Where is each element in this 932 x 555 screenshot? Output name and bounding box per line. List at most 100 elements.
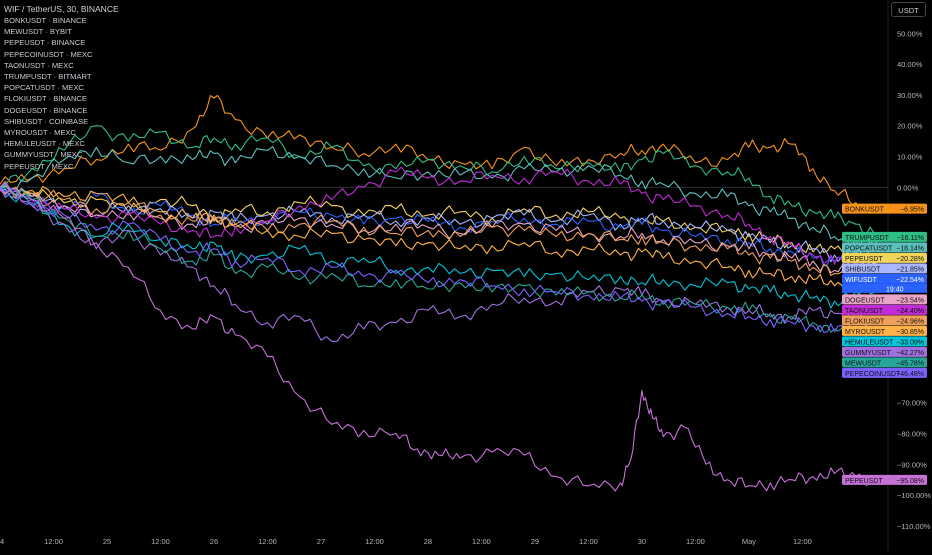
badge-background	[842, 294, 927, 305]
legend-item: PEPECOINUSDT · MEXC	[4, 49, 93, 59]
x-tick-label: 12:00	[151, 537, 170, 546]
badge-background	[842, 203, 927, 214]
series-line	[0, 188, 878, 263]
y-tick-label: −70.00%	[897, 399, 927, 408]
countdown-timer: 19:40	[886, 286, 904, 293]
badge-background	[842, 346, 927, 357]
last-value-badge: SHIBUSDT −21.85%	[842, 263, 927, 274]
legend-item: TRUMPUSDT · BITMART	[4, 72, 92, 82]
series-line	[0, 183, 878, 335]
last-value-badge: TRUMPUSDT −16.11%	[842, 231, 927, 242]
badge-value: −33.09%	[896, 339, 924, 346]
last-value-badge: PEPEUSDT −95.08%	[842, 474, 927, 485]
series-line	[0, 187, 878, 267]
x-tick-label: 24	[0, 537, 4, 546]
badge-background	[842, 357, 927, 368]
badge-symbol: SHIBUSDT	[845, 266, 881, 273]
badge-symbol: GUMMYUSDT	[845, 350, 892, 357]
legend-item: DOGEUSDT · BINANCE	[4, 105, 88, 115]
series-line	[0, 186, 878, 337]
badge-background	[842, 325, 927, 336]
last-value-badge: MEWUSDT −45.78%	[842, 357, 927, 368]
last-value-badge: WIFUSDT −22.54% 19:40	[842, 273, 927, 293]
chart-title: WIF / TetherUS, 30, BINANCE	[4, 4, 119, 14]
last-value-badge: BONKUSDT −6.95%	[842, 203, 927, 214]
series-line	[0, 94, 878, 214]
last-value-badge: MYROUSDT −30.85%	[842, 325, 927, 336]
x-tick-label: 12:00	[44, 537, 63, 546]
x-tick-label: 12:00	[793, 537, 812, 546]
x-tick-label: 12:00	[472, 537, 491, 546]
series-line	[0, 187, 878, 342]
series-line	[0, 166, 878, 268]
badge-value: −23.54%	[896, 297, 924, 304]
y-tick-label: −100.00%	[897, 491, 931, 500]
badge-value: −18.14%	[896, 245, 924, 252]
last-value-badge: GUMMYUSDT −42.27%	[842, 346, 927, 357]
badge-symbol: MEWUSDT	[845, 360, 882, 367]
symbol-legend: BONKUSDT · BINANCE MEWUSDT · BYBIT PEPEUSD…	[4, 15, 92, 172]
badge-background	[842, 304, 927, 315]
badge-symbol: PEPEUSDT	[845, 256, 883, 263]
y-tick-label: 10.00%	[897, 153, 923, 162]
legend-item: GUMMYUSDT · MEXC	[4, 150, 83, 160]
badge-value: −95.08%	[896, 478, 924, 485]
badge-value: −24.40%	[896, 308, 924, 315]
last-value-badge: DOGEUSDT −23.54%	[842, 294, 927, 305]
x-tick-label: 26	[210, 537, 218, 546]
legend-item: TAONUSDT · MEXC	[4, 60, 74, 70]
y-tick-label: 30.00%	[897, 91, 923, 100]
badge-value: −42.27%	[896, 350, 924, 357]
last-value-badge: PEPEUSDT −20.28%	[842, 252, 927, 263]
x-tick-label: 29	[531, 537, 539, 546]
badge-symbol: TAONUSDT	[845, 308, 884, 315]
y-tick-label: 20.00%	[897, 122, 923, 131]
legend-item: POPCATUSDT · MEXC	[4, 83, 84, 93]
badge-value: −30.85%	[896, 329, 924, 336]
legend-item: PEPEUSDT · MEXC	[4, 161, 74, 171]
badge-symbol: PEPEUSDT	[845, 478, 883, 485]
badge-background	[842, 315, 927, 326]
series-line	[0, 180, 878, 277]
series-line	[0, 185, 878, 293]
y-tick-label: 0.00%	[897, 183, 919, 192]
series-lines	[0, 94, 878, 492]
badge-symbol: DOGEUSDT	[845, 297, 885, 304]
y-tick-label: 40.00%	[897, 60, 923, 69]
badge-background	[842, 231, 927, 242]
last-value-badge: POPCATUSDT −18.14%	[842, 242, 927, 253]
x-tick-label: 12:00	[258, 537, 277, 546]
y-tick-label: −80.00%	[897, 430, 927, 439]
badge-background	[842, 273, 927, 284]
last-value-badge: HEMULEUSDT −33.09%	[842, 336, 927, 347]
legend-item: BONKUSDT · BINANCE	[4, 16, 87, 25]
badge-background	[842, 474, 927, 485]
badge-value: −6.95%	[900, 207, 924, 214]
y-tick-label: −110.00%	[897, 522, 931, 531]
series-line	[0, 146, 878, 248]
badge-background	[842, 367, 927, 378]
currency-button[interactable]: USDT	[891, 2, 926, 17]
badge-value: −22.54%	[896, 277, 924, 284]
x-tick-label: May	[742, 537, 756, 546]
x-tick-label: 25	[103, 537, 111, 546]
legend-item: PEPEUSDT · BINANCE	[4, 38, 86, 48]
badge-background	[842, 252, 927, 263]
badge-value: −46.48%	[896, 371, 924, 378]
legend-item: HEMULEUSDT · MEXC	[4, 139, 85, 149]
badge-symbol: WIFUSDT	[845, 277, 878, 284]
badge-background	[842, 242, 927, 253]
series-line	[0, 125, 878, 238]
badge-background	[842, 263, 927, 274]
x-tick-label: 12:00	[579, 537, 598, 546]
y-tick-label: −90.00%	[897, 460, 927, 469]
x-axis: 24 12:00 25 12:00 26 12:00 27 12:00 28 12:00 29 12:…	[0, 537, 812, 546]
badge-value: −16.11%	[897, 235, 924, 242]
legend-item: MYROUSDT · MEXC	[4, 128, 77, 138]
x-tick-label: 28	[424, 537, 432, 546]
series-line	[0, 186, 878, 309]
legend-item: SHIBUSDT · COINBASE	[4, 116, 89, 126]
badge-symbol: FLOKIUSDT	[845, 318, 885, 325]
